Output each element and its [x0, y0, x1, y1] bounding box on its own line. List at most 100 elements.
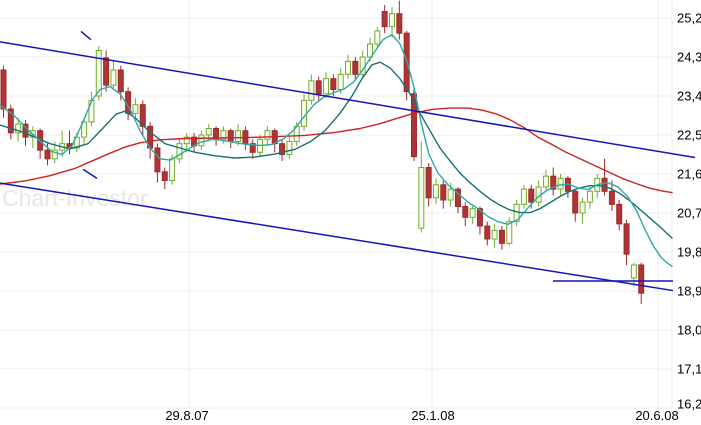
y-axis-label: 16,2 [677, 397, 701, 412]
candle-body [51, 149, 58, 160]
candle-body [418, 166, 425, 229]
candlestick [367, 37, 373, 62]
candlestick [520, 184, 527, 209]
upper-channel-trendline [0, 41, 696, 159]
candle-body [7, 108, 14, 134]
candlestick [535, 180, 542, 207]
candlestick [381, 5, 388, 34]
y-axis-label: 20,7 [677, 205, 701, 220]
candle-body [586, 190, 593, 203]
candle-body [88, 99, 95, 123]
candlestick [469, 204, 476, 224]
candle-body [81, 121, 88, 138]
candle-body [623, 223, 630, 255]
y-axis-label: 24,3 [677, 49, 701, 64]
candlestick [132, 98, 139, 118]
candlestick [498, 225, 505, 250]
candlestick [432, 178, 439, 205]
ma-layer [0, 33, 673, 267]
candlestick [352, 56, 359, 81]
candlestick [396, 0, 403, 40]
candlestick [154, 143, 161, 183]
candlestick [279, 139, 286, 161]
candle-body [557, 177, 564, 190]
candle-body [103, 57, 110, 86]
candle-body [176, 143, 183, 160]
candle-body [220, 130, 227, 140]
candlestick [191, 132, 198, 153]
candlestick [301, 93, 308, 131]
candle-body [337, 73, 344, 90]
y-axis-label: 18,0 [677, 322, 701, 337]
y-axis-label: 17,1 [677, 361, 701, 376]
short-dash-lower [82, 168, 98, 179]
candlestick [249, 139, 256, 159]
candlestick [425, 163, 432, 207]
candlestick [484, 221, 491, 246]
candlestick [476, 206, 483, 235]
candle-body [469, 208, 476, 218]
candlestick [176, 139, 183, 164]
lower-channel-trendline [0, 182, 674, 292]
candlestick [388, 7, 395, 38]
candle-body [410, 93, 417, 158]
candlestick [66, 130, 73, 155]
candle-body [95, 49, 102, 97]
long-ma-line [0, 107, 673, 194]
candle-body [484, 225, 491, 240]
candle-body [638, 264, 645, 294]
candle-body [374, 30, 381, 45]
candle-body [528, 188, 535, 203]
candle-body [498, 229, 505, 244]
candlestick [139, 100, 146, 135]
candlestick [623, 219, 630, 265]
grid-layer [0, 0, 673, 409]
watermark: Chart-Investor [2, 185, 148, 211]
fast-ma-line [0, 33, 673, 267]
candlestick [103, 50, 110, 92]
candle-body [345, 60, 352, 75]
candle-body [132, 104, 139, 114]
candlestick [418, 141, 425, 233]
candle-body [301, 99, 308, 127]
short-dash-upper [80, 30, 92, 41]
candlestick [440, 180, 447, 209]
candle-body [264, 130, 271, 140]
candlestick [550, 167, 557, 196]
candle-body [425, 166, 432, 199]
candlestick [271, 128, 278, 153]
candlestick [15, 117, 22, 142]
candle-body [601, 177, 608, 192]
candlestick [491, 223, 498, 248]
candle-body [454, 188, 461, 207]
candle-body [330, 78, 337, 90]
candlestick [542, 169, 549, 192]
slow-ma-line [0, 61, 673, 239]
candle-body [286, 140, 293, 155]
candle-body [542, 175, 549, 188]
candlestick [213, 126, 220, 146]
candlestick [616, 199, 623, 231]
candlestick [286, 137, 293, 159]
candle-body [396, 13, 403, 34]
axis-labels-layer: 25,2 24,3 23,4 22,5 21,6 20,7 19,8 18,9 18,0 17,1… [165, 11, 701, 424]
candle-body [249, 143, 256, 153]
candlestick [345, 54, 352, 79]
x-axis-label: 20.6.08 [635, 408, 678, 423]
candlestick [608, 180, 615, 211]
candlestick [572, 189, 579, 222]
candlestick [374, 26, 381, 49]
candlestick [638, 262, 645, 304]
candle-body [352, 60, 359, 75]
candlestick [264, 126, 271, 146]
candle-body [44, 149, 51, 160]
candle-body [161, 171, 168, 181]
candle-body [440, 184, 447, 201]
candle-body [388, 13, 395, 28]
y-axis-label: 25,2 [677, 11, 701, 26]
candle-body [198, 134, 205, 147]
candles-layer [0, 0, 645, 304]
candle-body [15, 123, 22, 134]
